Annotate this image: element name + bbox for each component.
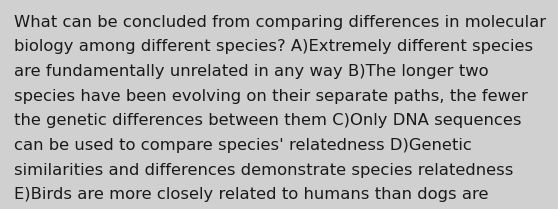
Text: E)Birds are more closely related to humans than dogs are: E)Birds are more closely related to huma… — [14, 187, 488, 202]
Text: species have been evolving on their separate paths, the fewer: species have been evolving on their sepa… — [14, 89, 528, 104]
Text: are fundamentally unrelated in any way B)The longer two: are fundamentally unrelated in any way B… — [14, 64, 489, 79]
Text: biology among different species? A)Extremely different species: biology among different species? A)Extre… — [14, 39, 533, 54]
Text: the genetic differences between them C)Only DNA sequences: the genetic differences between them C)O… — [14, 113, 521, 128]
Text: can be used to compare species' relatedness D)Genetic: can be used to compare species' relatedn… — [14, 138, 472, 153]
Text: What can be concluded from comparing differences in molecular: What can be concluded from comparing dif… — [14, 15, 546, 30]
Text: similarities and differences demonstrate species relatedness: similarities and differences demonstrate… — [14, 163, 513, 178]
